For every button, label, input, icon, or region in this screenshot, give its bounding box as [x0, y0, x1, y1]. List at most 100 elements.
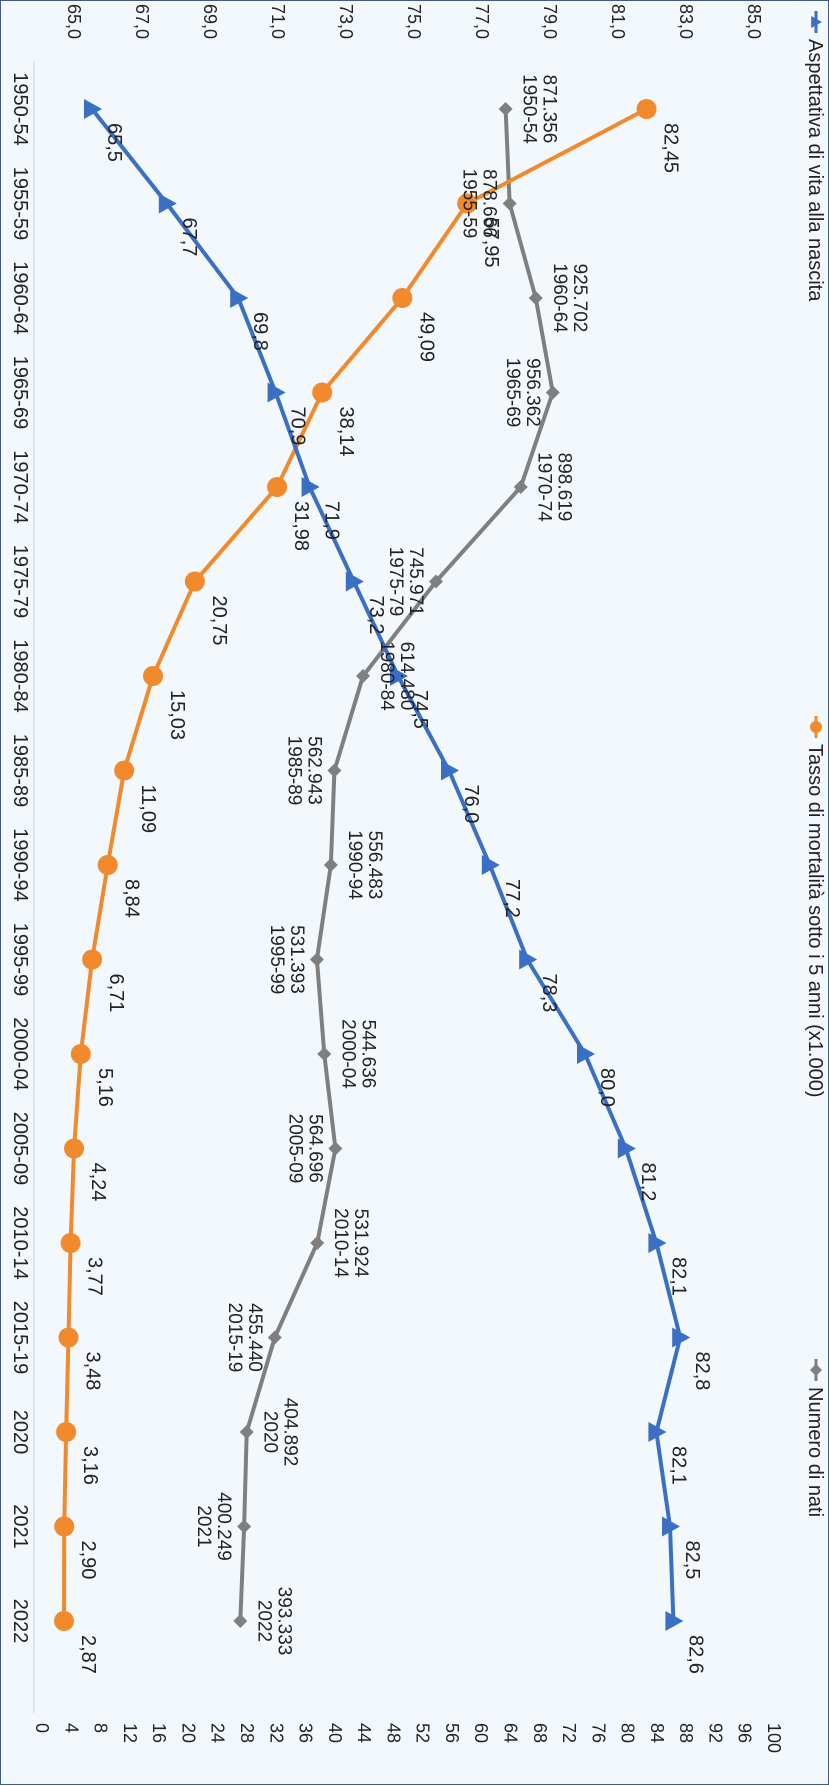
life-expectancy-marker: [665, 1611, 684, 1631]
mortality-data-label: 3,16: [79, 1446, 101, 1485]
births-period-label: 1955-59: [459, 169, 480, 239]
life-expectancy-marker: [617, 1138, 636, 1159]
mortality-marker: [60, 1233, 81, 1253]
mortality-marker: [392, 288, 413, 308]
category-tick-label: 1955-59: [9, 167, 31, 240]
life-expectancy-line: [90, 107, 683, 1622]
mortality-data-label: 49,09: [415, 312, 437, 362]
births-data-label: 745.971: [405, 547, 426, 616]
left-axis-tick-label: 81,0: [608, 4, 628, 39]
births-period-label: 1985-89: [283, 736, 304, 806]
left-axis-tick-label: 79,0: [540, 4, 560, 39]
mortality-data-label: 2,90: [77, 1541, 99, 1580]
left-axis-tick-label: 85,0: [744, 4, 764, 39]
right-axis-tick-label: 24: [208, 1723, 228, 1743]
mortality-marker: [82, 949, 103, 970]
category-tick-label: 2021: [9, 1504, 31, 1549]
legend-label: Tasso di mortalità sotto i 5 anni (x1.00…: [804, 744, 826, 1098]
births-period-label: 2005-09: [284, 1114, 305, 1184]
right-axis-tick-label: 40: [325, 1723, 345, 1743]
life-expectancy-data-label: 80,0: [596, 1068, 618, 1107]
births-period-label: 1950-54: [519, 74, 540, 144]
life-expectancy-data-label: 77,2: [501, 879, 523, 918]
births-period-label: 1965-69: [502, 358, 523, 428]
births-marker: [310, 1236, 325, 1250]
births-period-label: 2022: [253, 1600, 274, 1642]
births-period-label: 1975-79: [385, 547, 406, 617]
life-expectancy-data-label: 78,3: [538, 974, 560, 1013]
mortality-marker: [64, 1138, 85, 1159]
births-period-label: 1960-64: [549, 263, 570, 333]
left-axis-tick-label: 77,0: [472, 4, 492, 39]
right-axis-tick-label: 60: [471, 1723, 491, 1743]
left-axis-tick-label: 67,0: [132, 4, 152, 39]
mortality-marker: [58, 1327, 79, 1348]
mortality-data-label: 31,98: [290, 501, 312, 551]
mortality-data-label: 6,71: [105, 974, 127, 1013]
life-expectancy-marker: [662, 1516, 680, 1537]
right-axis-tick-label: 100: [764, 1723, 784, 1753]
life-expectancy-data-label: 74,5: [409, 690, 431, 729]
right-axis-tick-label: 20: [178, 1723, 198, 1743]
births-data-label: 400.249: [213, 1492, 234, 1561]
category-tick-label: 1970-74: [9, 450, 31, 523]
right-axis-tick-label: 72: [559, 1723, 579, 1743]
mortality-data-label: 2,87: [77, 1635, 99, 1674]
category-tick-label: 2020: [9, 1410, 31, 1455]
births-period-label: 2000-04: [337, 1019, 358, 1089]
mortality-data-label: 82,45: [660, 123, 682, 173]
mortality-data-label: 11,09: [137, 785, 159, 834]
life-expectancy-marker: [441, 760, 459, 781]
mortality-marker: [70, 1044, 91, 1064]
left-axis-tick-label: 75,0: [404, 4, 424, 39]
births-period-label: 2020: [260, 1411, 281, 1453]
births-marker: [327, 763, 342, 778]
births-data-label: 393.333: [273, 1587, 294, 1656]
mortality-marker: [56, 1422, 77, 1442]
mortality-data-label: 38,14: [335, 407, 357, 457]
mortality-data-label: 20,75: [208, 596, 230, 646]
mortality-data-label: 4,24: [87, 1163, 109, 1202]
life-expectancy-marker: [648, 1422, 667, 1442]
life-expectancy-marker: [301, 477, 320, 497]
births-period-label: 2021: [193, 1505, 214, 1547]
births-marker: [498, 102, 513, 116]
life-expectancy-data-label: 69,8: [249, 312, 271, 351]
life-expectancy-data-label: 67,7: [178, 218, 200, 257]
right-axis-tick-label: 84: [647, 1723, 667, 1743]
right-axis-tick-label: 80: [618, 1723, 638, 1743]
births-data-label: 564.696: [304, 1114, 325, 1183]
legend-label: Numero di nati: [804, 1387, 826, 1517]
life-expectancy-data-label: 70,9: [287, 407, 309, 446]
category-tick-label: 2015-19: [9, 1301, 31, 1374]
right-axis-tick-label: 76: [588, 1723, 608, 1743]
right-axis-tick-label: 52: [413, 1723, 433, 1743]
right-axis-tick-label: 0: [32, 1723, 52, 1733]
mortality-data-label: 8,84: [121, 879, 143, 918]
births-period-label: 2015-19: [224, 1303, 245, 1373]
life-expectancy-marker: [519, 949, 538, 970]
births-data-label: 556.483: [364, 831, 385, 900]
births-marker: [237, 1519, 252, 1534]
births-data-label: 544.636: [357, 1020, 378, 1089]
mortality-marker: [312, 382, 333, 403]
mortality-marker: [457, 193, 478, 214]
right-axis-tick-label: 28: [237, 1723, 257, 1743]
life-expectancy-data-label: 82,1: [667, 1446, 689, 1485]
life-expectancy-marker: [672, 1327, 691, 1348]
mortality-data-label: 15,03: [166, 690, 188, 740]
life-expectancy-data-label: 82,6: [684, 1635, 706, 1674]
births-marker: [545, 385, 560, 400]
category-tick-label: 2022: [9, 1599, 31, 1644]
births-marker: [356, 669, 371, 683]
mortality-marker: [184, 571, 205, 592]
births-data-label: 614.480: [396, 642, 417, 711]
right-axis-tick-label: 4: [61, 1723, 81, 1733]
births-marker: [233, 1614, 248, 1628]
life-expectancy-marker: [481, 855, 500, 875]
left-axis-tick-label: 83,0: [676, 4, 696, 39]
births-period-label: 1970-74: [534, 452, 555, 522]
legend-marker: [811, 16, 822, 28]
mortality-data-label: 5,16: [94, 1068, 116, 1107]
